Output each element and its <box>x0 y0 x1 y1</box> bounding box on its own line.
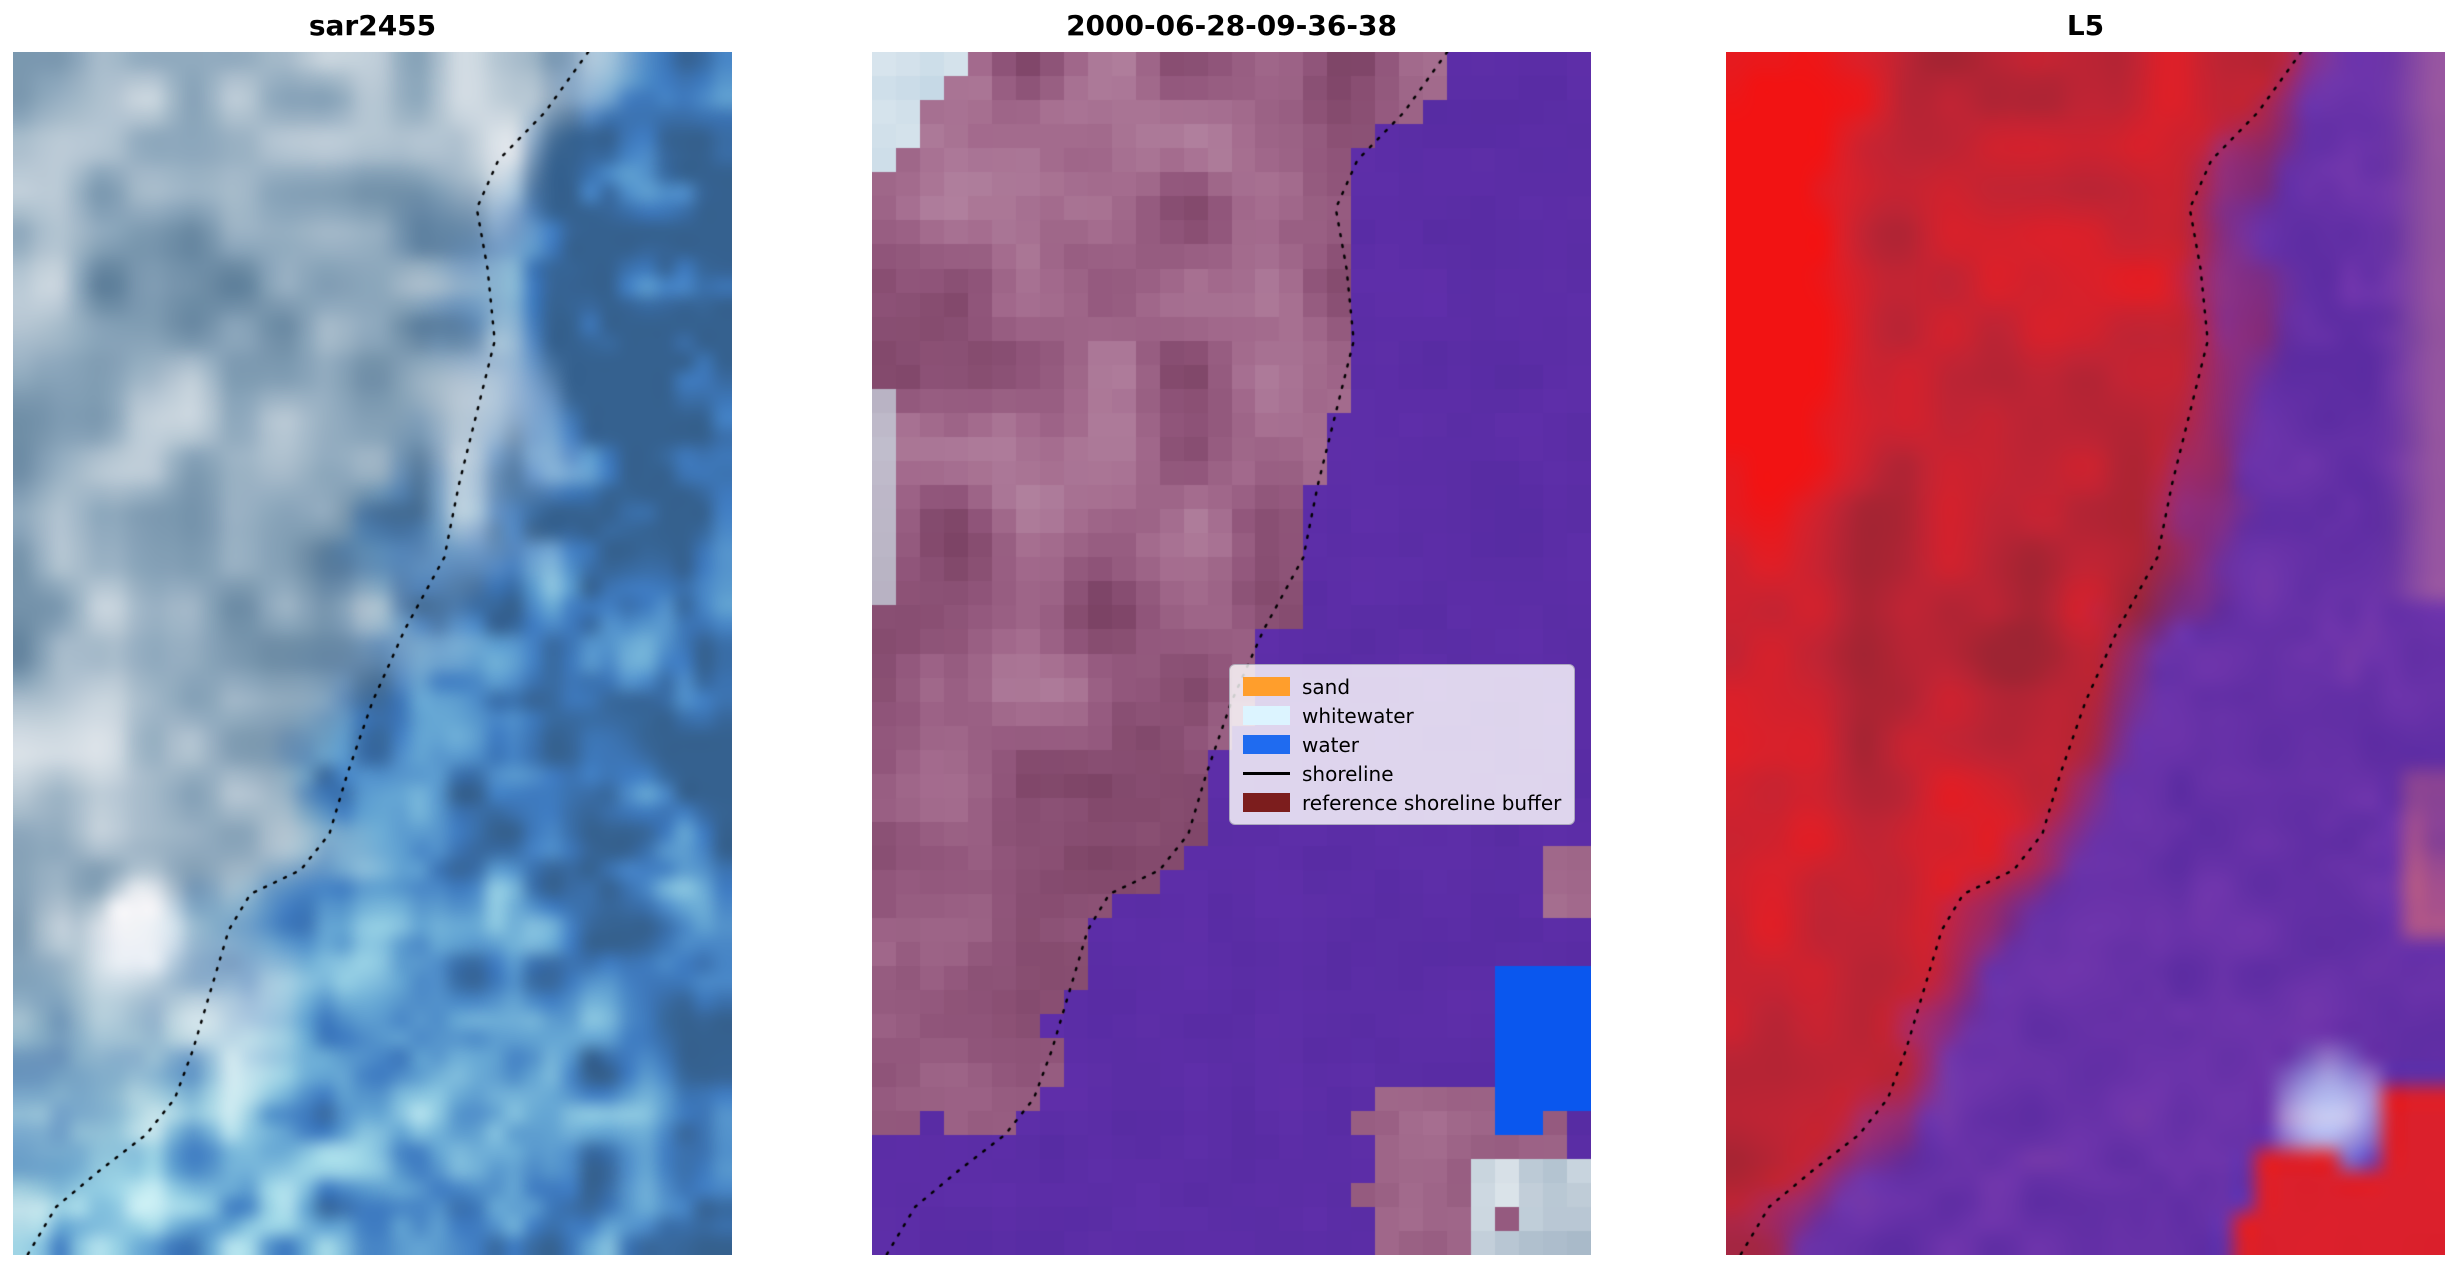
legend-item: whitewater <box>1243 703 1561 728</box>
panel-classification: 2000-06-28-09-36-38 sand whitewater water s… <box>872 8 1591 1255</box>
legend-label: water <box>1302 732 1359 757</box>
legend-item: shoreline <box>1243 761 1561 786</box>
sand-swatch <box>1243 677 1290 696</box>
whitewater-swatch <box>1243 706 1290 725</box>
legend-label: shoreline <box>1302 761 1394 786</box>
legend: sand whitewater water shoreline reference sh… <box>1229 664 1576 825</box>
panel-title-date: 2000-06-28-09-36-38 <box>1066 9 1397 42</box>
panel-title-l5: L5 <box>2066 9 2105 42</box>
sar2455-satellite-image <box>13 52 732 1255</box>
water-swatch <box>1243 735 1290 754</box>
shoreline-line-sample <box>1243 772 1290 775</box>
l5-satellite-image <box>1726 52 2445 1255</box>
legend-item: sand <box>1243 674 1561 699</box>
panel-l5: L5 <box>1726 8 2445 1255</box>
panel-sar2455: sar2455 <box>13 8 732 1255</box>
legend-label: whitewater <box>1302 703 1414 728</box>
legend-item: water <box>1243 732 1561 757</box>
legend-item: reference shoreline buffer <box>1243 790 1561 815</box>
legend-label: reference shoreline buffer <box>1302 790 1562 815</box>
reference-shoreline-buffer-swatch <box>1243 793 1290 812</box>
legend-label: sand <box>1302 674 1351 699</box>
panel-title-sar2455: sar2455 <box>308 9 437 42</box>
classification-image <box>872 52 1591 1255</box>
